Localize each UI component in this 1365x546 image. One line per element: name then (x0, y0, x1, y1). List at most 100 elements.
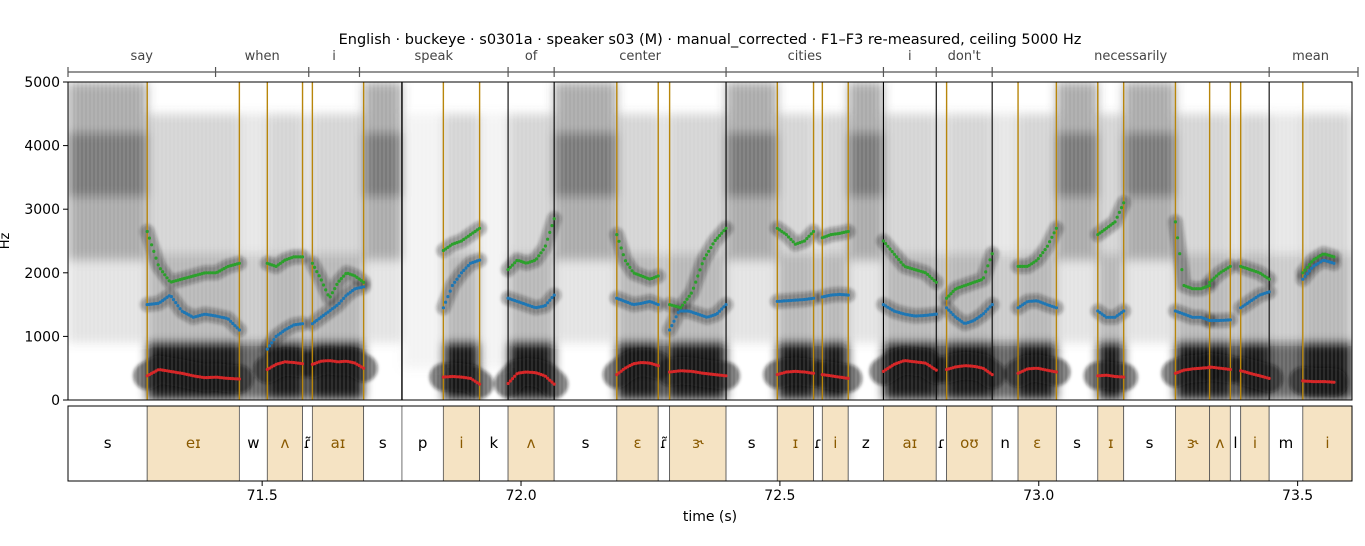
formant-point (1314, 380, 1318, 384)
formant-point (524, 370, 528, 374)
formant-point (917, 314, 921, 318)
word-label: mean (1292, 49, 1329, 64)
formant-point (1214, 318, 1219, 323)
formant-point (846, 229, 850, 234)
formant-point (510, 263, 515, 267)
formant-point (475, 228, 479, 232)
formant-point (537, 254, 541, 258)
formant-point (298, 255, 302, 259)
formant-point (335, 282, 339, 286)
formant-point (800, 298, 804, 302)
formant-point (615, 233, 619, 237)
phone-cell (1097, 405, 1125, 482)
formant-point (147, 236, 151, 240)
formant-point (947, 294, 951, 298)
formant-point (446, 375, 450, 379)
formant-point (281, 330, 285, 334)
formant-point (1119, 311, 1124, 315)
formant-point (1032, 366, 1036, 370)
formant-point (310, 322, 314, 326)
formant-point (346, 292, 350, 296)
formant-point (362, 280, 366, 284)
phone-label: s (104, 434, 112, 452)
formant-point (233, 324, 237, 328)
formant-point (317, 274, 321, 278)
formant-point (1208, 283, 1212, 288)
formant-point (459, 239, 464, 243)
formant-point (543, 244, 548, 248)
formant-point (1178, 252, 1182, 256)
formant-point (278, 331, 283, 335)
formant-point (1319, 380, 1323, 384)
formant-point (202, 376, 206, 380)
formant-point (1217, 366, 1221, 370)
formant-point (342, 296, 346, 300)
formant-point (715, 311, 720, 315)
formant-point (1041, 251, 1045, 255)
formant-point (780, 299, 784, 303)
formant-point (704, 253, 709, 257)
formant-point (930, 276, 934, 280)
formant-point (300, 255, 305, 259)
phone-cell (266, 405, 303, 482)
formant-point (988, 305, 992, 309)
formant-point (892, 252, 897, 256)
formant-point (462, 268, 466, 272)
phone-label: m (1279, 434, 1294, 452)
phone-label: p (418, 434, 428, 452)
formant-point (276, 263, 280, 267)
formant-point (281, 260, 285, 264)
formant-point (339, 360, 343, 364)
phone-cell (1268, 405, 1304, 482)
word-label: cities (788, 49, 822, 64)
formant-point (949, 292, 953, 296)
phone-cell (1175, 405, 1211, 482)
formant-point (1122, 375, 1126, 379)
formant-point (471, 378, 475, 382)
formant-point (1210, 278, 1214, 282)
chart-title: English · buckeye · s0301a · speaker s03… (339, 32, 1082, 48)
phone-label: aɪ (331, 434, 346, 452)
formant-point (1221, 318, 1225, 322)
x-tick-label: 71.5 (247, 488, 278, 504)
formant-point (317, 317, 321, 321)
formant-point (895, 255, 899, 259)
formant-point (890, 250, 894, 254)
phone-label: n (1000, 434, 1010, 452)
phone-label: ɾ (937, 434, 945, 452)
spectrogram-image (68, 82, 1352, 400)
formant-point (811, 229, 816, 234)
formant-point (300, 362, 305, 366)
formant-point (455, 277, 459, 281)
formant-point (1197, 287, 1201, 291)
formant-point (319, 278, 323, 282)
formant-point (683, 309, 687, 313)
formant-point (548, 298, 552, 302)
phone-cell (725, 405, 778, 482)
formant-point (310, 261, 314, 265)
word-label: speak (415, 49, 454, 64)
formant-point (1228, 264, 1232, 268)
formant-point (886, 244, 890, 248)
formant-point (444, 300, 448, 304)
formant-point (1301, 277, 1305, 281)
formant-point (464, 236, 468, 240)
formant-point (800, 370, 804, 374)
formant-point (1052, 231, 1056, 235)
formant-point (1303, 274, 1307, 278)
formant-point (796, 369, 800, 374)
formant-point (1321, 258, 1325, 263)
phone-label: s (1073, 434, 1081, 452)
formant-point (1267, 277, 1271, 281)
formant-point (462, 237, 466, 241)
word-label: i (332, 49, 336, 64)
formant-point (1043, 248, 1047, 252)
formant-point (475, 381, 479, 385)
phone-cell (238, 405, 268, 482)
formant-point (154, 256, 158, 260)
formant-point (668, 328, 672, 332)
formant-point (1109, 315, 1113, 319)
formant-point (158, 267, 162, 271)
phone-label: ɾ̃ (660, 434, 668, 452)
formant-point (1100, 312, 1104, 316)
